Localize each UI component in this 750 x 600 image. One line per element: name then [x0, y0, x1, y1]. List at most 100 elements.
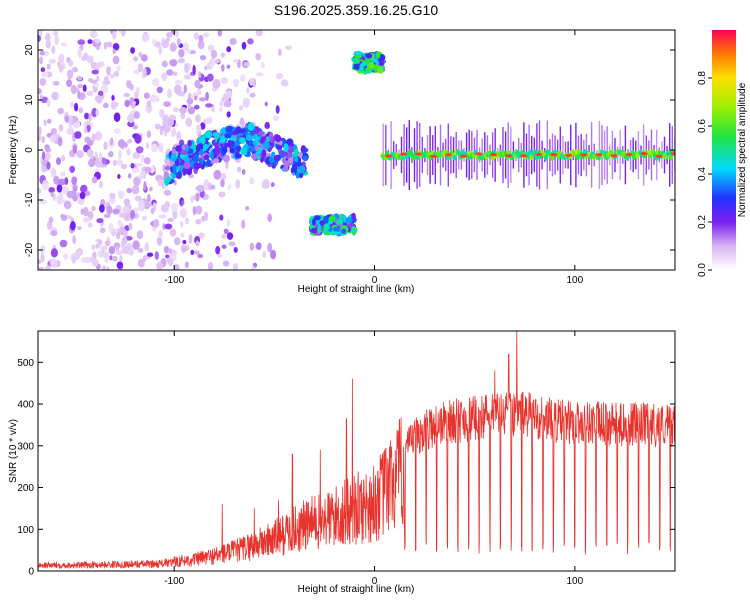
heatmap-cell: [163, 124, 171, 133]
heatmap-cell: [670, 152, 675, 156]
heatmap-cell: [115, 250, 124, 255]
heatmap-cell: [46, 63, 51, 70]
heatmap-cell: [150, 143, 158, 153]
heatmap-cell: [226, 46, 232, 53]
heatmap-cell: [156, 86, 163, 94]
heatmap-cell: [183, 84, 187, 94]
y-tick-label: 20: [24, 44, 35, 56]
heatmap-cell: [198, 71, 202, 79]
heatmap-cell: [124, 142, 128, 148]
heatmap-cell: [135, 146, 144, 154]
heatmap-cell: [293, 148, 300, 157]
heatmap-cell: [171, 202, 179, 212]
heatmap-cell: [70, 220, 76, 231]
heatmap-cell: [580, 153, 588, 157]
heatmap-cell: [184, 74, 192, 80]
heatmap-cell: [246, 87, 250, 94]
heatmap-cell: [204, 178, 209, 187]
heatmap-cell: [142, 67, 147, 78]
heatmap-cell: [115, 245, 120, 252]
heatmap-cell: [127, 113, 135, 124]
heatmap-cell: [162, 114, 169, 123]
heatmap-cell: [186, 97, 194, 105]
heatmap-cell: [118, 149, 122, 159]
snr-ylabel: SNR (10 * v/v): [8, 419, 19, 483]
heatmap-cell: [103, 41, 108, 50]
heatmap-cell: [99, 227, 106, 234]
heatmap-cell: [275, 105, 280, 114]
heatmap-cell: [171, 44, 178, 51]
heatmap-cell: [260, 136, 266, 144]
heatmap-cell: [219, 100, 224, 107]
heatmap-cell: [91, 259, 99, 267]
heatmap-cell: [172, 164, 177, 173]
heatmap-cell: [195, 218, 202, 225]
heatmap-cell: [244, 143, 249, 149]
heatmap-cell: [98, 152, 103, 162]
heatmap-cell: [95, 243, 100, 249]
heatmap-cell: [195, 240, 200, 247]
heatmap-cell: [213, 169, 222, 180]
heatmap-cell: [180, 220, 184, 228]
heatmap-cell: [178, 48, 185, 58]
heatmap-cell: [48, 58, 56, 64]
heatmap-cell: [63, 200, 72, 210]
heatmap-cell: [59, 124, 63, 131]
heatmap-cell: [40, 253, 45, 263]
x-tick-label: 100: [566, 576, 583, 587]
heatmap-cell: [235, 144, 242, 152]
heatmap-cell: [147, 194, 151, 203]
heatmap-cell: [46, 151, 51, 161]
heatmap-cell: [133, 69, 140, 75]
heatmap-cell: [226, 232, 234, 240]
heatmap-cell: [131, 168, 139, 174]
heatmap-cell: [201, 215, 205, 222]
heatmap-cell: [83, 206, 89, 217]
heatmap-cell: [184, 156, 190, 164]
heatmap-cell: [240, 74, 246, 82]
heatmap-cell: [175, 174, 181, 179]
heatmap-cell: [104, 256, 109, 264]
heatmap-cell: [164, 165, 171, 171]
heatmap-cell: [120, 163, 128, 170]
heatmap-cell: [270, 182, 275, 188]
heatmap-cell: [174, 79, 183, 85]
heatmap-cell: [112, 48, 116, 55]
heatmap-cell: [95, 108, 99, 117]
heatmap-cell: [80, 208, 85, 215]
heatmap-cell: [40, 67, 46, 73]
colorbar: 0.0 0.2 0.4 0.6 0.8 Normalized spectral ampl…: [697, 30, 748, 277]
heatmap-cell: [181, 144, 186, 152]
heatmap-cell: [172, 209, 178, 220]
heatmap-cell: [233, 262, 238, 270]
heatmap-cell: [87, 39, 93, 44]
heatmap-cell: [167, 217, 174, 223]
heatmap-cell: [103, 75, 110, 86]
heatmap-cell: [77, 48, 83, 58]
heatmap-cell: [91, 69, 99, 75]
heatmap-cell: [359, 63, 364, 71]
heatmap-cell: [93, 83, 100, 88]
heatmap-cell: [180, 150, 188, 155]
heatmap-cell: [166, 31, 173, 38]
heatmap-cell: [137, 63, 144, 73]
heatmap-cell: [237, 166, 242, 173]
heatmap-cell: [94, 38, 101, 44]
heatmap-cell: [98, 180, 104, 189]
heatmap-cell: [220, 52, 226, 58]
heatmap-cell: [310, 227, 318, 234]
heatmap-cell: [227, 125, 233, 131]
heatmap-cell: [88, 78, 93, 83]
heatmap-cell: [112, 208, 120, 215]
heatmap-cell: [40, 199, 47, 205]
heatmap-cell: [270, 249, 277, 260]
x-tick-label: -100: [164, 576, 184, 587]
heatmap-cell: [108, 150, 114, 158]
heatmap-cell: [229, 37, 237, 46]
heatmap-cell: [149, 94, 158, 103]
heatmap-cell: [106, 41, 113, 48]
heatmap-cell: [213, 157, 220, 164]
heatmap-cell: [249, 177, 255, 185]
heatmap-cell: [281, 151, 289, 157]
